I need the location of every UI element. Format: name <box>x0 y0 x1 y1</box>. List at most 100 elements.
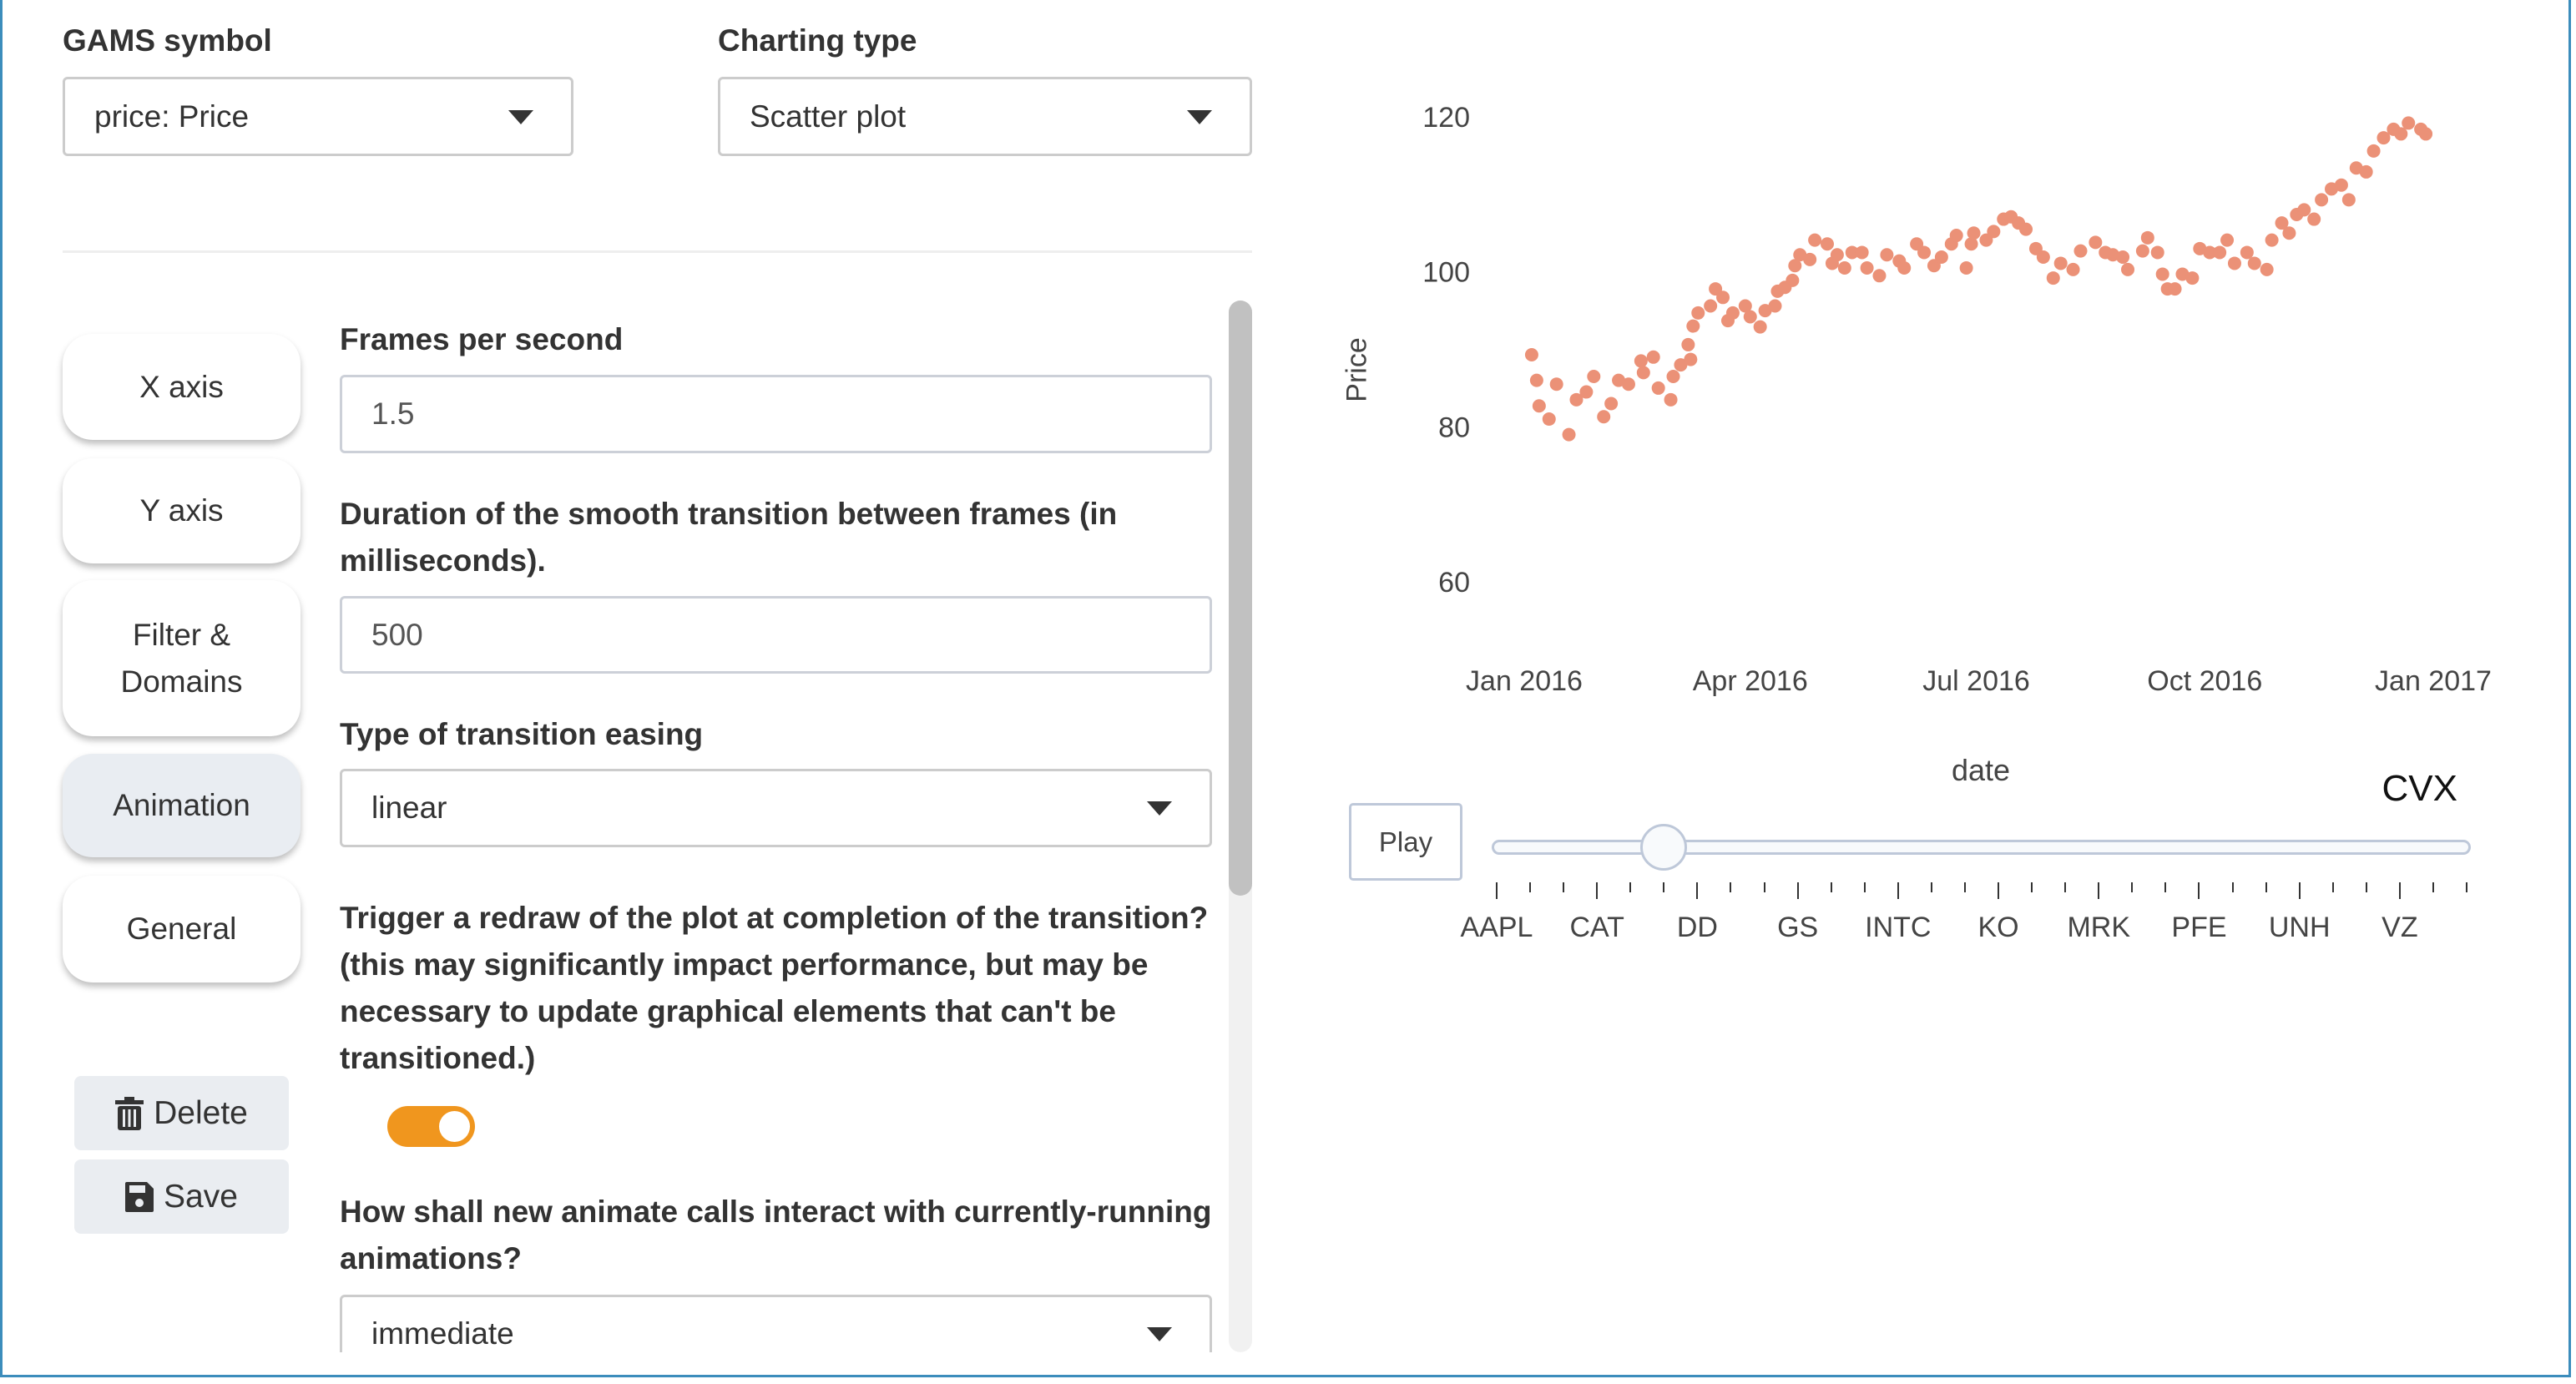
easing-value: linear <box>371 790 447 825</box>
scrollbar-thumb[interactable] <box>1229 301 1252 896</box>
scatter-point <box>1855 245 1869 260</box>
scatter-point <box>1808 233 1822 247</box>
slider-tick <box>2198 882 2200 899</box>
slider-tick <box>2432 882 2434 892</box>
scatter-point <box>1562 427 1576 442</box>
scatter-point <box>2073 244 2088 258</box>
slider-tick-label: KO <box>1977 912 2019 943</box>
scatter-point <box>1725 306 1740 320</box>
scatter-chart: 60 80 100 120 Jan 2016 Apr 2016 Jul 2016 Oct 20… <box>1422 102 2492 697</box>
caret-down-icon <box>1187 109 1212 124</box>
scatter-point <box>1987 225 2001 239</box>
scatter-point <box>1959 261 1973 275</box>
slider-tick <box>1563 882 1565 892</box>
charting-type-value: Scatter plot <box>750 98 907 134</box>
scatter-point <box>2419 127 2433 141</box>
slider-tick-label: AAPL <box>1460 912 1533 943</box>
scatter-point <box>2307 212 2321 226</box>
easing-select[interactable]: linear <box>340 769 1212 847</box>
duration-input[interactable]: 500 <box>340 596 1212 674</box>
slider-tick <box>1730 882 1732 892</box>
scatter-point <box>2150 245 2164 260</box>
scatter-point <box>1753 320 1767 334</box>
tab-general[interactable]: General <box>63 876 301 982</box>
scatter-point <box>1634 354 1648 368</box>
tab-y-axis[interactable]: Y axis <box>63 458 301 563</box>
scatter-point <box>1532 399 1546 413</box>
mode-select[interactable]: immediate <box>340 1295 1212 1352</box>
slider-tick <box>2466 882 2468 892</box>
scatter-point <box>1897 261 1912 275</box>
scatter-point <box>1674 358 1688 372</box>
scatter-point <box>2247 256 2261 270</box>
x-axis-title: date <box>1951 753 2011 787</box>
slider-tick <box>1629 882 1632 892</box>
slider-tick <box>2298 882 2301 899</box>
scatter-point <box>2213 245 2227 260</box>
redraw-toggle[interactable] <box>387 1106 475 1147</box>
scatter-point <box>2227 256 2241 270</box>
tab-animation[interactable]: Animation <box>63 754 301 857</box>
tab-filter-domains[interactable]: Filter & Domains <box>63 580 301 736</box>
scatter-point <box>1524 347 1538 361</box>
charting-type-select[interactable]: Scatter plot <box>718 77 1252 156</box>
slider-tick <box>2164 882 2167 892</box>
scatter-point <box>1872 269 1887 283</box>
scatter-point <box>2315 193 2329 207</box>
scatter-point <box>2366 144 2381 158</box>
scatter-point <box>1758 304 1772 318</box>
caret-down-icon <box>508 109 533 124</box>
animation-options-panel: Frames per second 1.5 Duration of the sm… <box>334 301 1260 1352</box>
scatter-point <box>2019 222 2033 236</box>
gams-symbol-value: price: Price <box>94 98 250 134</box>
scatter-point <box>1569 392 1583 407</box>
scatter-point <box>2046 271 2060 285</box>
scatter-point <box>1880 248 1894 262</box>
slider-tick-label: VZ <box>2382 912 2418 943</box>
slider-tick <box>2365 882 2367 892</box>
trash-icon <box>115 1096 144 1130</box>
y-tick-label: 120 <box>1422 102 1470 134</box>
scatter-point <box>2282 226 2296 240</box>
slider-tick-label: INTC <box>1865 912 1932 943</box>
scatter-point <box>2297 203 2311 217</box>
slider-tick <box>1863 882 1866 892</box>
scatter-point <box>1587 369 1601 383</box>
frame-slider-handle[interactable] <box>1640 824 1688 871</box>
fps-input[interactable]: 1.5 <box>340 375 1212 453</box>
slider-tick-label: GS <box>1777 912 1819 943</box>
scatter-point <box>1681 337 1695 351</box>
play-button[interactable]: Play <box>1349 803 1462 881</box>
scatter-point <box>1786 273 1800 287</box>
scatter-point <box>2376 131 2391 145</box>
save-button[interactable]: Save <box>74 1159 289 1234</box>
scatter-point <box>2135 244 2149 258</box>
redraw-label: Trigger a redraw of the plot at completi… <box>340 901 1209 1075</box>
scatter-point <box>1542 412 1556 427</box>
scatter-point <box>1803 252 1817 266</box>
slider-tick <box>2031 882 2033 892</box>
toggle-knob <box>439 1111 470 1142</box>
scatter-point <box>2260 262 2274 276</box>
divider <box>63 250 1252 253</box>
tab-x-axis[interactable]: X axis <box>63 334 301 440</box>
slider-tick <box>1897 882 1899 899</box>
frame-slider-track[interactable] <box>1492 840 2471 855</box>
slider-tick <box>1963 882 1966 892</box>
scatter-point <box>1917 245 1932 260</box>
scatter-point <box>1646 350 1660 364</box>
delete-button[interactable]: Delete <box>74 1076 289 1150</box>
slider-tick <box>2098 882 2100 899</box>
gams-symbol-select[interactable]: price: Price <box>63 77 573 156</box>
slider-tick <box>1930 882 1932 892</box>
slider-tick <box>2131 882 2134 892</box>
scatter-point <box>2265 233 2279 247</box>
slider-tick <box>2265 882 2267 892</box>
slider-tick <box>1529 882 1532 892</box>
scatter-point <box>2394 127 2408 141</box>
scatter-point <box>1934 250 1948 265</box>
current-frame-label: CVX <box>2382 768 2457 809</box>
slider-tick <box>2331 882 2334 892</box>
scatter-point <box>1860 261 1874 275</box>
